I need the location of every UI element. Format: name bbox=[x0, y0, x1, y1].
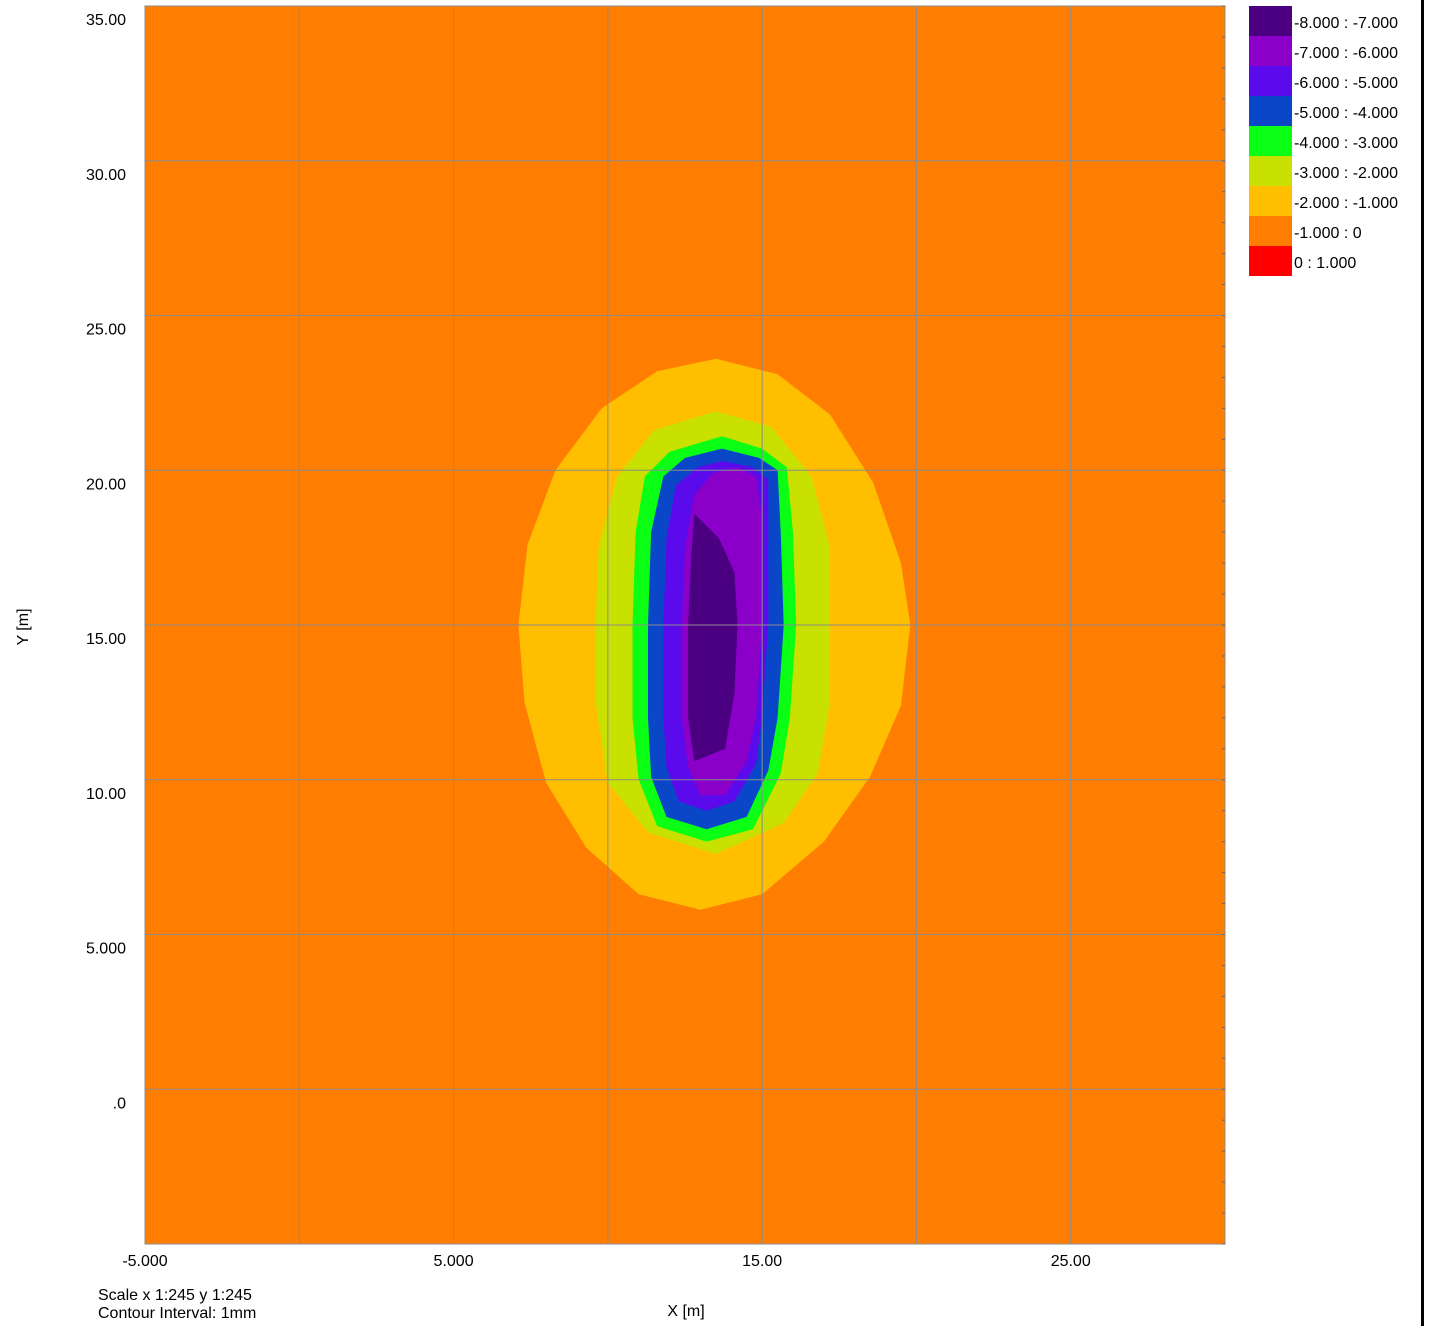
legend-label: -4.000 : -3.000 bbox=[1294, 135, 1398, 152]
legend-swatch bbox=[1249, 156, 1292, 186]
y-axis-title: Y [m] bbox=[15, 608, 32, 645]
x-tick-label: 5.000 bbox=[434, 1253, 474, 1270]
legend-label: -5.000 : -4.000 bbox=[1294, 105, 1398, 122]
y-tick-label: 15.00 bbox=[86, 631, 126, 648]
scale-text: Scale x 1:245 y 1:245 bbox=[98, 1287, 252, 1304]
legend-swatch bbox=[1249, 96, 1292, 126]
legend-label: -3.000 : -2.000 bbox=[1294, 165, 1398, 182]
page-right-border bbox=[1421, 0, 1424, 1326]
x-tick-label: -5.000 bbox=[122, 1253, 167, 1270]
y-axis-ticks: 35.00 30.00 25.00 20.00 15.00 10.00 5.000 .0 bbox=[86, 12, 126, 1112]
x-tick-label: 25.00 bbox=[1051, 1253, 1091, 1270]
contour-band-6 bbox=[688, 513, 738, 762]
contour-interval-text: Contour Interval: 1mm bbox=[98, 1305, 257, 1322]
legend-label: -6.000 : -5.000 bbox=[1294, 75, 1398, 92]
legend-swatch bbox=[1249, 246, 1292, 276]
legend-label: -1.000 : 0 bbox=[1294, 225, 1362, 242]
x-axis-title: X [m] bbox=[667, 1303, 704, 1320]
y-tick-label: 20.00 bbox=[86, 476, 126, 493]
y-tick-label: 25.00 bbox=[86, 322, 126, 339]
legend-label: 0 : 1.000 bbox=[1294, 255, 1356, 272]
legend-swatch bbox=[1249, 126, 1292, 156]
legend-label: -7.000 : -6.000 bbox=[1294, 45, 1398, 62]
y-tick-label: .0 bbox=[113, 1095, 126, 1112]
y-tick-label: 35.00 bbox=[86, 12, 126, 29]
legend: -8.000 : -7.000 -7.000 : -6.000 -6.000 : -… bbox=[1249, 6, 1398, 276]
legend-label: -8.000 : -7.000 bbox=[1294, 15, 1398, 32]
x-axis-ticks: -5.000 5.000 15.00 25.00 bbox=[122, 1253, 1091, 1270]
y-tick-label: 30.00 bbox=[86, 167, 126, 184]
legend-label: -2.000 : -1.000 bbox=[1294, 195, 1398, 212]
x-tick-label: 15.00 bbox=[742, 1253, 782, 1270]
legend-swatch bbox=[1249, 36, 1292, 66]
legend-swatch bbox=[1249, 216, 1292, 246]
legend-swatch bbox=[1249, 6, 1292, 36]
y-tick-label: 5.000 bbox=[86, 941, 126, 958]
legend-swatch bbox=[1249, 66, 1292, 96]
plot-frame bbox=[144, 5, 1226, 1245]
legend-swatch bbox=[1249, 186, 1292, 216]
contour-bands bbox=[518, 358, 911, 910]
y-tick-label: 10.00 bbox=[86, 786, 126, 803]
gridlines bbox=[144, 6, 1225, 1244]
